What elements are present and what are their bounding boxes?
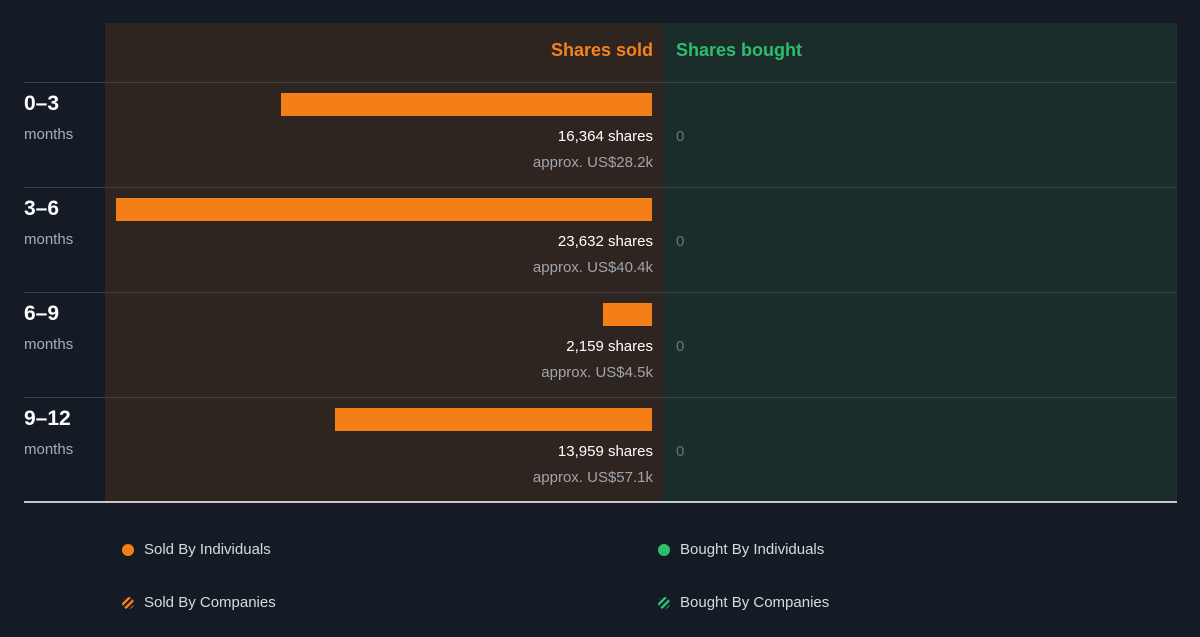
bought-shares-label: 0 xyxy=(676,128,685,145)
orange-hatched-dot-icon xyxy=(122,596,134,609)
row-divider xyxy=(24,82,1177,83)
sold-value-label: approx. US$40.4k xyxy=(532,259,653,276)
sold-bar xyxy=(603,303,652,326)
sold-value-label: approx. US$28.2k xyxy=(532,154,653,171)
legend-sold-individuals: Sold By Individuals xyxy=(122,541,271,558)
row-divider xyxy=(24,187,1177,188)
insider-trading-chart: Shares sold Shares bought 0–3 months 16,… xyxy=(24,23,1177,503)
period-range: 0–3 xyxy=(24,92,60,115)
bought-shares-label: 0 xyxy=(676,443,685,460)
legend-label: Sold By Companies xyxy=(144,594,276,611)
legend-bought-companies: Bought By Companies xyxy=(658,594,829,611)
period-row: 0–3 months 16,364 shares approx. US$28.2… xyxy=(24,82,1177,187)
sold-value-label: approx. US$57.1k xyxy=(532,469,653,486)
sold-shares-label: 23,632 shares xyxy=(557,233,653,250)
orange-dot-icon xyxy=(122,543,134,556)
legend-label: Bought By Individuals xyxy=(680,541,825,558)
legend-sold-companies: Sold By Companies xyxy=(122,594,276,611)
period-row: 3–6 months 23,632 shares approx. US$40.4… xyxy=(24,187,1177,292)
period-unit: months xyxy=(24,126,74,143)
period-unit: months xyxy=(24,336,74,353)
chart-baseline xyxy=(24,501,1177,503)
period-range: 6–9 xyxy=(24,302,60,325)
sold-bar xyxy=(116,198,652,221)
sold-value-label: approx. US$4.5k xyxy=(541,364,653,381)
row-divider xyxy=(24,292,1177,293)
period-unit: months xyxy=(24,441,74,458)
green-hatched-dot-icon xyxy=(658,596,670,609)
bought-shares-label: 0 xyxy=(676,233,685,250)
period-range: 9–12 xyxy=(24,407,71,430)
period-row: 9–12 months 13,959 shares approx. US$57.… xyxy=(24,397,1177,502)
sold-shares-label: 13,959 shares xyxy=(557,443,653,460)
row-divider xyxy=(24,397,1177,398)
shares-sold-header: Shares sold xyxy=(550,40,653,60)
sold-bar xyxy=(281,93,652,116)
legend-label: Sold By Individuals xyxy=(144,541,271,558)
shares-bought-panel xyxy=(663,23,1177,501)
legend-bought-individuals: Bought By Individuals xyxy=(658,541,824,558)
sold-shares-label: 16,364 shares xyxy=(557,128,653,145)
period-unit: months xyxy=(24,231,74,248)
legend-label: Bought By Companies xyxy=(680,594,830,611)
period-range: 3–6 xyxy=(24,197,60,220)
sold-shares-label: 2,159 shares xyxy=(566,338,653,355)
period-row: 6–9 months 2,159 shares approx. US$4.5k … xyxy=(24,292,1177,397)
sold-bar xyxy=(335,408,652,431)
green-dot-icon xyxy=(658,543,670,556)
shares-bought-header: Shares bought xyxy=(676,40,803,60)
bought-shares-label: 0 xyxy=(676,338,685,355)
